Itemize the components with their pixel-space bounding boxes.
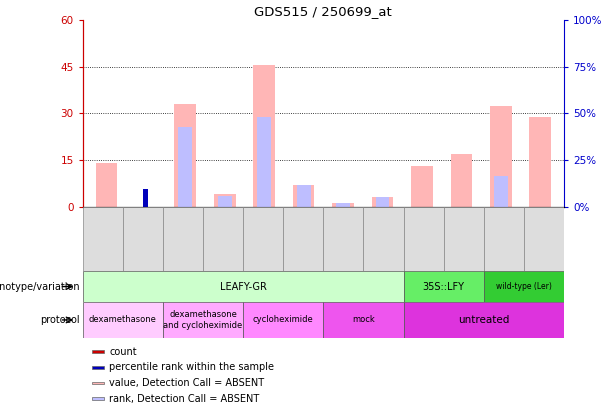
Bar bbox=[214, 194, 235, 207]
Bar bbox=[143, 190, 148, 207]
Bar bbox=[403, 271, 484, 302]
Bar bbox=[451, 154, 472, 207]
Text: wild-type (Ler): wild-type (Ler) bbox=[496, 282, 552, 291]
Bar bbox=[96, 163, 117, 207]
Bar bbox=[283, 207, 324, 271]
Bar bbox=[253, 65, 275, 207]
Text: dexamethasone
and cycloheximide: dexamethasone and cycloheximide bbox=[164, 310, 243, 330]
Bar bbox=[484, 207, 524, 271]
Bar bbox=[403, 207, 444, 271]
Text: untreated: untreated bbox=[458, 315, 509, 325]
Title: GDS515 / 250699_at: GDS515 / 250699_at bbox=[254, 5, 392, 18]
Bar bbox=[371, 197, 394, 207]
Bar bbox=[324, 207, 364, 271]
Bar bbox=[123, 207, 163, 271]
Bar bbox=[243, 207, 283, 271]
Bar bbox=[411, 166, 433, 207]
Text: cycloheximide: cycloheximide bbox=[253, 315, 314, 324]
Bar bbox=[403, 302, 564, 338]
Text: protocol: protocol bbox=[40, 315, 80, 325]
Bar bbox=[324, 302, 403, 338]
Text: mock: mock bbox=[352, 315, 375, 324]
Bar bbox=[364, 207, 403, 271]
Bar bbox=[336, 203, 350, 207]
Text: rank, Detection Call = ABSENT: rank, Detection Call = ABSENT bbox=[109, 394, 259, 404]
Bar bbox=[83, 207, 123, 271]
Text: 35S::LFY: 35S::LFY bbox=[422, 281, 465, 292]
Bar bbox=[494, 175, 508, 207]
Bar bbox=[218, 196, 232, 207]
Bar bbox=[163, 207, 203, 271]
Text: genotype/variation: genotype/variation bbox=[0, 281, 80, 292]
Bar bbox=[203, 207, 243, 271]
Text: LEAFY-GR: LEAFY-GR bbox=[219, 281, 267, 292]
Bar bbox=[93, 397, 104, 400]
Bar bbox=[484, 271, 564, 302]
Bar bbox=[376, 197, 389, 207]
Bar bbox=[143, 194, 148, 207]
Bar bbox=[93, 382, 104, 384]
Bar bbox=[163, 302, 243, 338]
Text: percentile rank within the sample: percentile rank within the sample bbox=[109, 362, 274, 372]
Bar bbox=[293, 185, 314, 207]
Bar bbox=[524, 207, 564, 271]
Bar bbox=[332, 203, 354, 207]
Bar bbox=[93, 366, 104, 369]
Bar bbox=[83, 302, 163, 338]
Text: count: count bbox=[109, 347, 137, 357]
Bar bbox=[257, 117, 271, 207]
Bar bbox=[178, 128, 192, 207]
Bar bbox=[490, 106, 512, 207]
Bar bbox=[444, 207, 484, 271]
Text: dexamethasone: dexamethasone bbox=[89, 315, 157, 324]
Bar bbox=[83, 271, 403, 302]
Bar bbox=[297, 185, 311, 207]
Text: value, Detection Call = ABSENT: value, Detection Call = ABSENT bbox=[109, 378, 264, 388]
Bar bbox=[175, 104, 196, 207]
Bar bbox=[243, 302, 324, 338]
Bar bbox=[530, 117, 551, 207]
Bar bbox=[93, 350, 104, 353]
